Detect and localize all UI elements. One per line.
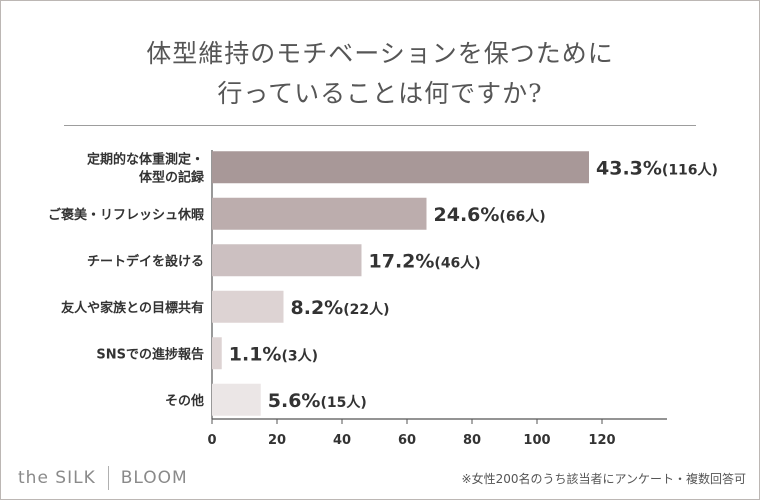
data-label: 17.2%(46人)	[369, 250, 481, 272]
category-label: 友人や家族との目標共有	[61, 300, 204, 316]
x-tick-label: 60	[398, 433, 416, 448]
data-label-percent: 1.1%	[229, 343, 282, 365]
category-label-line: チートデイを設ける	[87, 253, 204, 269]
category-label-line: その他	[165, 393, 204, 409]
x-tick-label: 0	[207, 433, 216, 448]
data-label: 24.6%(66人)	[434, 204, 546, 226]
data-label-count: (22人)	[343, 301, 389, 318]
category-label: チートデイを設ける	[87, 253, 204, 269]
title-line-1: 体型維持のモチベーションを保つために	[146, 39, 614, 68]
category-label-line: 体型の記録	[139, 169, 205, 185]
data-label-count: (66人)	[499, 208, 545, 225]
category-label-line: 定期的な体重測定・	[86, 151, 204, 167]
category-label-line: SNSでの進捗報告	[96, 346, 204, 362]
category-label: その他	[165, 393, 204, 409]
survey-note: ※女性200名のうち該当者にアンケート・複数回答可	[461, 472, 746, 486]
data-label-percent: 8.2%	[291, 297, 344, 319]
category-label-line: ご褒美・リフレッシュ休暇	[48, 207, 204, 223]
data-label-percent: 43.3%	[596, 157, 662, 179]
x-tick-label: 100	[523, 433, 550, 448]
title-divider	[64, 125, 696, 126]
data-label: 1.1%(3人)	[229, 343, 318, 365]
category-label: SNSでの進捗報告	[96, 346, 204, 362]
data-label-count: (116人)	[662, 161, 718, 178]
data-label: 43.3%(116人)	[596, 157, 718, 179]
chart-title: 体型維持のモチベーションを保つために 行っていることは何ですか?	[0, 34, 760, 114]
data-label-count: (3人)	[281, 347, 318, 364]
bar	[212, 244, 362, 277]
category-label-line: 友人や家族との目標共有	[61, 300, 204, 316]
category-label: 定期的な体重測定・体型の記録	[86, 151, 205, 185]
data-label-percent: 17.2%	[369, 250, 435, 272]
data-label-count: (46人)	[434, 254, 480, 271]
data-label-percent: 24.6%	[434, 204, 500, 226]
bar	[212, 383, 261, 416]
category-label: ご褒美・リフレッシュ休暇	[48, 207, 204, 223]
data-label-count: (15人)	[320, 394, 366, 411]
data-label: 5.6%(15人)	[268, 390, 367, 412]
brand-logo: the SILK BLOOM	[18, 466, 188, 490]
bar	[212, 337, 222, 370]
bar	[212, 151, 589, 184]
x-tick-label: 20	[268, 433, 286, 448]
bar	[212, 197, 427, 230]
data-label-percent: 5.6%	[268, 390, 321, 412]
x-tick-label: 40	[333, 433, 351, 448]
brand-divider	[107, 466, 109, 490]
brand-name-silk: the SILK	[18, 468, 96, 488]
x-tick-label: 80	[463, 433, 481, 448]
x-tick-label: 120	[588, 433, 615, 448]
title-line-2: 行っていることは何ですか?	[217, 79, 543, 108]
data-label: 8.2%(22人)	[291, 297, 390, 319]
brand-name-bloom: BLOOM	[120, 468, 188, 488]
bar	[212, 290, 284, 323]
